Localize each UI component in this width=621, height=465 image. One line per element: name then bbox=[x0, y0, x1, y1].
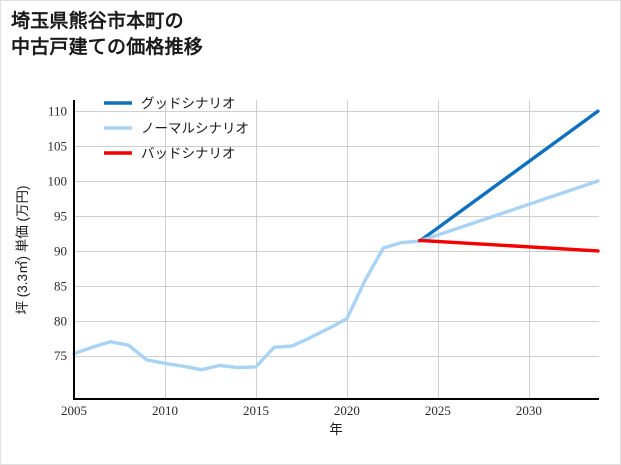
horizontal-gridlines bbox=[74, 111, 599, 357]
y-tick-80: 80 bbox=[54, 313, 67, 328]
legend-label-bad: バッドシナリオ bbox=[141, 146, 236, 161]
series-line-good bbox=[417, 109, 600, 243]
legend-item-good[interactable]: グッドシナリオ bbox=[104, 96, 236, 111]
x-tick-2025: 2025 bbox=[425, 403, 451, 418]
legend-item-bad[interactable]: バッドシナリオ bbox=[104, 146, 236, 161]
y-axis-tick-labels: 75 80 85 90 95 100 105 110 bbox=[48, 104, 68, 364]
legend-label-good: グッドシナリオ bbox=[141, 96, 236, 111]
y-tick-105: 105 bbox=[48, 139, 68, 154]
y-tick-85: 85 bbox=[54, 278, 67, 293]
y-tick-100: 100 bbox=[48, 174, 68, 189]
chart-title: 埼玉県熊谷市本町の 中古戸建ての価格推移 bbox=[11, 11, 204, 59]
y-tick-75: 75 bbox=[54, 348, 67, 363]
y-tick-95: 95 bbox=[54, 208, 67, 223]
x-tick-2015: 2015 bbox=[243, 403, 269, 418]
series-line-bad bbox=[417, 238, 600, 253]
y-tick-90: 90 bbox=[54, 243, 67, 258]
series-line-history bbox=[72, 239, 422, 372]
series-line-normal bbox=[417, 179, 600, 243]
data-series-group bbox=[72, 109, 600, 372]
legend-label-normal: ノーマルシナリオ bbox=[141, 121, 249, 136]
vertical-gridlines bbox=[74, 100, 530, 399]
x-tick-2010: 2010 bbox=[152, 403, 178, 418]
legend-item-normal[interactable]: ノーマルシナリオ bbox=[104, 121, 249, 136]
x-tick-2020: 2020 bbox=[334, 403, 360, 418]
x-axis-title: 年 bbox=[329, 422, 343, 437]
x-tick-2030: 2030 bbox=[516, 403, 542, 418]
y-axis-title: 坪 (3.3㎡) 単価 (万円) bbox=[15, 185, 30, 314]
y-tick-110: 110 bbox=[48, 104, 67, 119]
x-tick-2005: 2005 bbox=[61, 403, 87, 418]
x-axis-tick-labels: 2005 2010 2015 2020 2025 2030 bbox=[61, 403, 542, 418]
